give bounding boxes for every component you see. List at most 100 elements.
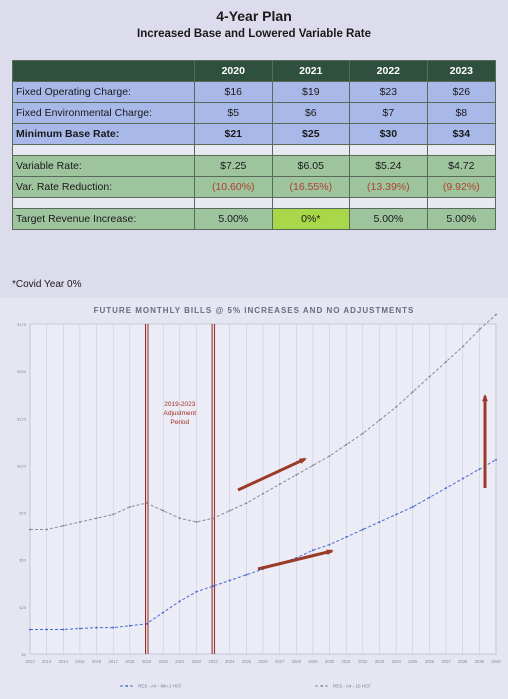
cell-value: $30 (349, 123, 428, 145)
data-point (29, 628, 31, 631)
y-tick-label: $25 (19, 605, 26, 610)
trend-arrow-head (326, 549, 334, 556)
spacer-cell (12, 144, 195, 156)
x-tick-label: 2012 (25, 659, 35, 664)
data-point (395, 513, 398, 516)
table-header-blank (12, 60, 195, 82)
data-point (378, 521, 381, 523)
table-spacer-row (12, 144, 497, 156)
adjustment-period-label: Period (170, 419, 189, 426)
spacer-cell (271, 144, 351, 156)
x-tick-label: 2038 (458, 659, 468, 664)
cell-value-highlighted: 0%* (271, 208, 351, 230)
x-tick-label: 2037 (441, 659, 451, 664)
x-tick-label: 2020 (158, 659, 168, 664)
data-point (162, 611, 165, 614)
data-point (162, 509, 165, 512)
data-point (495, 458, 497, 461)
chart-title: FUTURE MONTHLY BILLS @ 5% INCREASES AND … (93, 306, 415, 315)
data-point (95, 626, 98, 629)
data-point (495, 313, 497, 316)
x-tick-label: 2031 (342, 659, 352, 664)
data-point (212, 585, 215, 588)
data-point (95, 517, 98, 520)
x-tick-label: 2024 (225, 659, 235, 664)
spacer-cell (194, 197, 273, 209)
data-point (178, 600, 181, 603)
data-point (62, 628, 65, 631)
data-point (478, 468, 481, 471)
table-row: Variable Rate: $7.25 $6.05 $5.24 $4.72 (12, 155, 497, 177)
cell-value: $34 (426, 123, 497, 145)
chart-svg: $0 $25 $50 $75 $100 $125 $150 $175 2012 2013 2014 2… (17, 313, 501, 689)
table-header-2020: 2020 (194, 60, 273, 82)
x-tick-label: 2040 (491, 659, 501, 664)
x-tick-label: 2030 (325, 659, 335, 664)
data-point (361, 432, 364, 435)
cell-value: $6 (271, 102, 351, 124)
cell-value: $5 (194, 102, 273, 124)
table-header-2022: 2022 (349, 60, 428, 82)
table-row: Var. Rate Reduction: (10.60%) (16.55%) (… (12, 176, 497, 198)
data-point (328, 543, 331, 546)
data-point (345, 536, 348, 539)
data-point (62, 524, 65, 527)
data-point (45, 528, 48, 531)
y-tick-label: $50 (19, 558, 26, 563)
x-tick-label: 2026 (258, 659, 268, 664)
data-point (445, 360, 448, 363)
data-point (378, 419, 381, 422)
cell-value: $26 (426, 81, 497, 103)
cell-value: 5.00% (194, 208, 273, 230)
cell-value: 5.00% (349, 208, 428, 230)
data-point (411, 390, 414, 393)
trend-arrow-shaft (237, 457, 306, 492)
data-point (361, 528, 364, 531)
data-point (245, 502, 248, 505)
data-point (78, 627, 81, 630)
data-point (345, 443, 348, 446)
row-label: Fixed Environmental Charge: (12, 102, 195, 124)
x-tick-label: 2013 (42, 659, 52, 664)
y-tick-label: $100 (17, 463, 27, 468)
data-point (112, 626, 115, 629)
x-tick-label: 2033 (375, 659, 385, 664)
x-tick-label: 2023 (208, 659, 218, 664)
x-tick-label: 2017 (109, 659, 119, 664)
table-row: Minimum Base Rate: $21 $25 $30 $34 (12, 123, 497, 145)
cell-value: $7.25 (194, 155, 273, 177)
page-title: 4-Year Plan (216, 8, 292, 24)
x-tick-label: 2016 (92, 659, 102, 664)
cell-value: $19 (271, 81, 351, 103)
spacer-cell (349, 144, 428, 156)
data-point (128, 624, 131, 627)
row-label: Minimum Base Rate: (12, 123, 195, 145)
spacer-cell (349, 197, 428, 209)
x-tick-label: 2015 (75, 659, 85, 664)
y-tick-label: $150 (17, 369, 27, 374)
cell-value: $4.72 (426, 155, 497, 177)
data-point (428, 496, 431, 499)
rate-plan-table: 2020 2021 2022 2023 Fixed Operating Char… (12, 60, 497, 230)
page-subtitle: Increased Base and Lowered Variable Rate (137, 28, 371, 40)
x-tick-label: 2014 (59, 659, 69, 664)
data-point (45, 628, 48, 631)
y-tick-label: $75 (19, 511, 26, 516)
data-point (262, 492, 264, 495)
data-point (145, 622, 148, 625)
cell-value: $21 (194, 123, 273, 145)
data-point (29, 528, 31, 531)
x-tick-label: 2018 (125, 659, 135, 664)
x-tick-label: 2029 (308, 659, 318, 664)
data-point (411, 505, 414, 508)
cell-value: (13.39%) (349, 176, 428, 198)
x-tick-label: 2025 (242, 659, 252, 664)
trend-arrow-head (299, 458, 307, 464)
row-label: Fixed Operating Charge: (12, 81, 195, 103)
data-point (295, 473, 298, 476)
table-spacer-row (12, 197, 497, 209)
cell-value: $25 (271, 123, 351, 145)
y-tick-label: $125 (17, 416, 27, 421)
data-point (311, 549, 314, 552)
spacer-cell (426, 197, 497, 209)
